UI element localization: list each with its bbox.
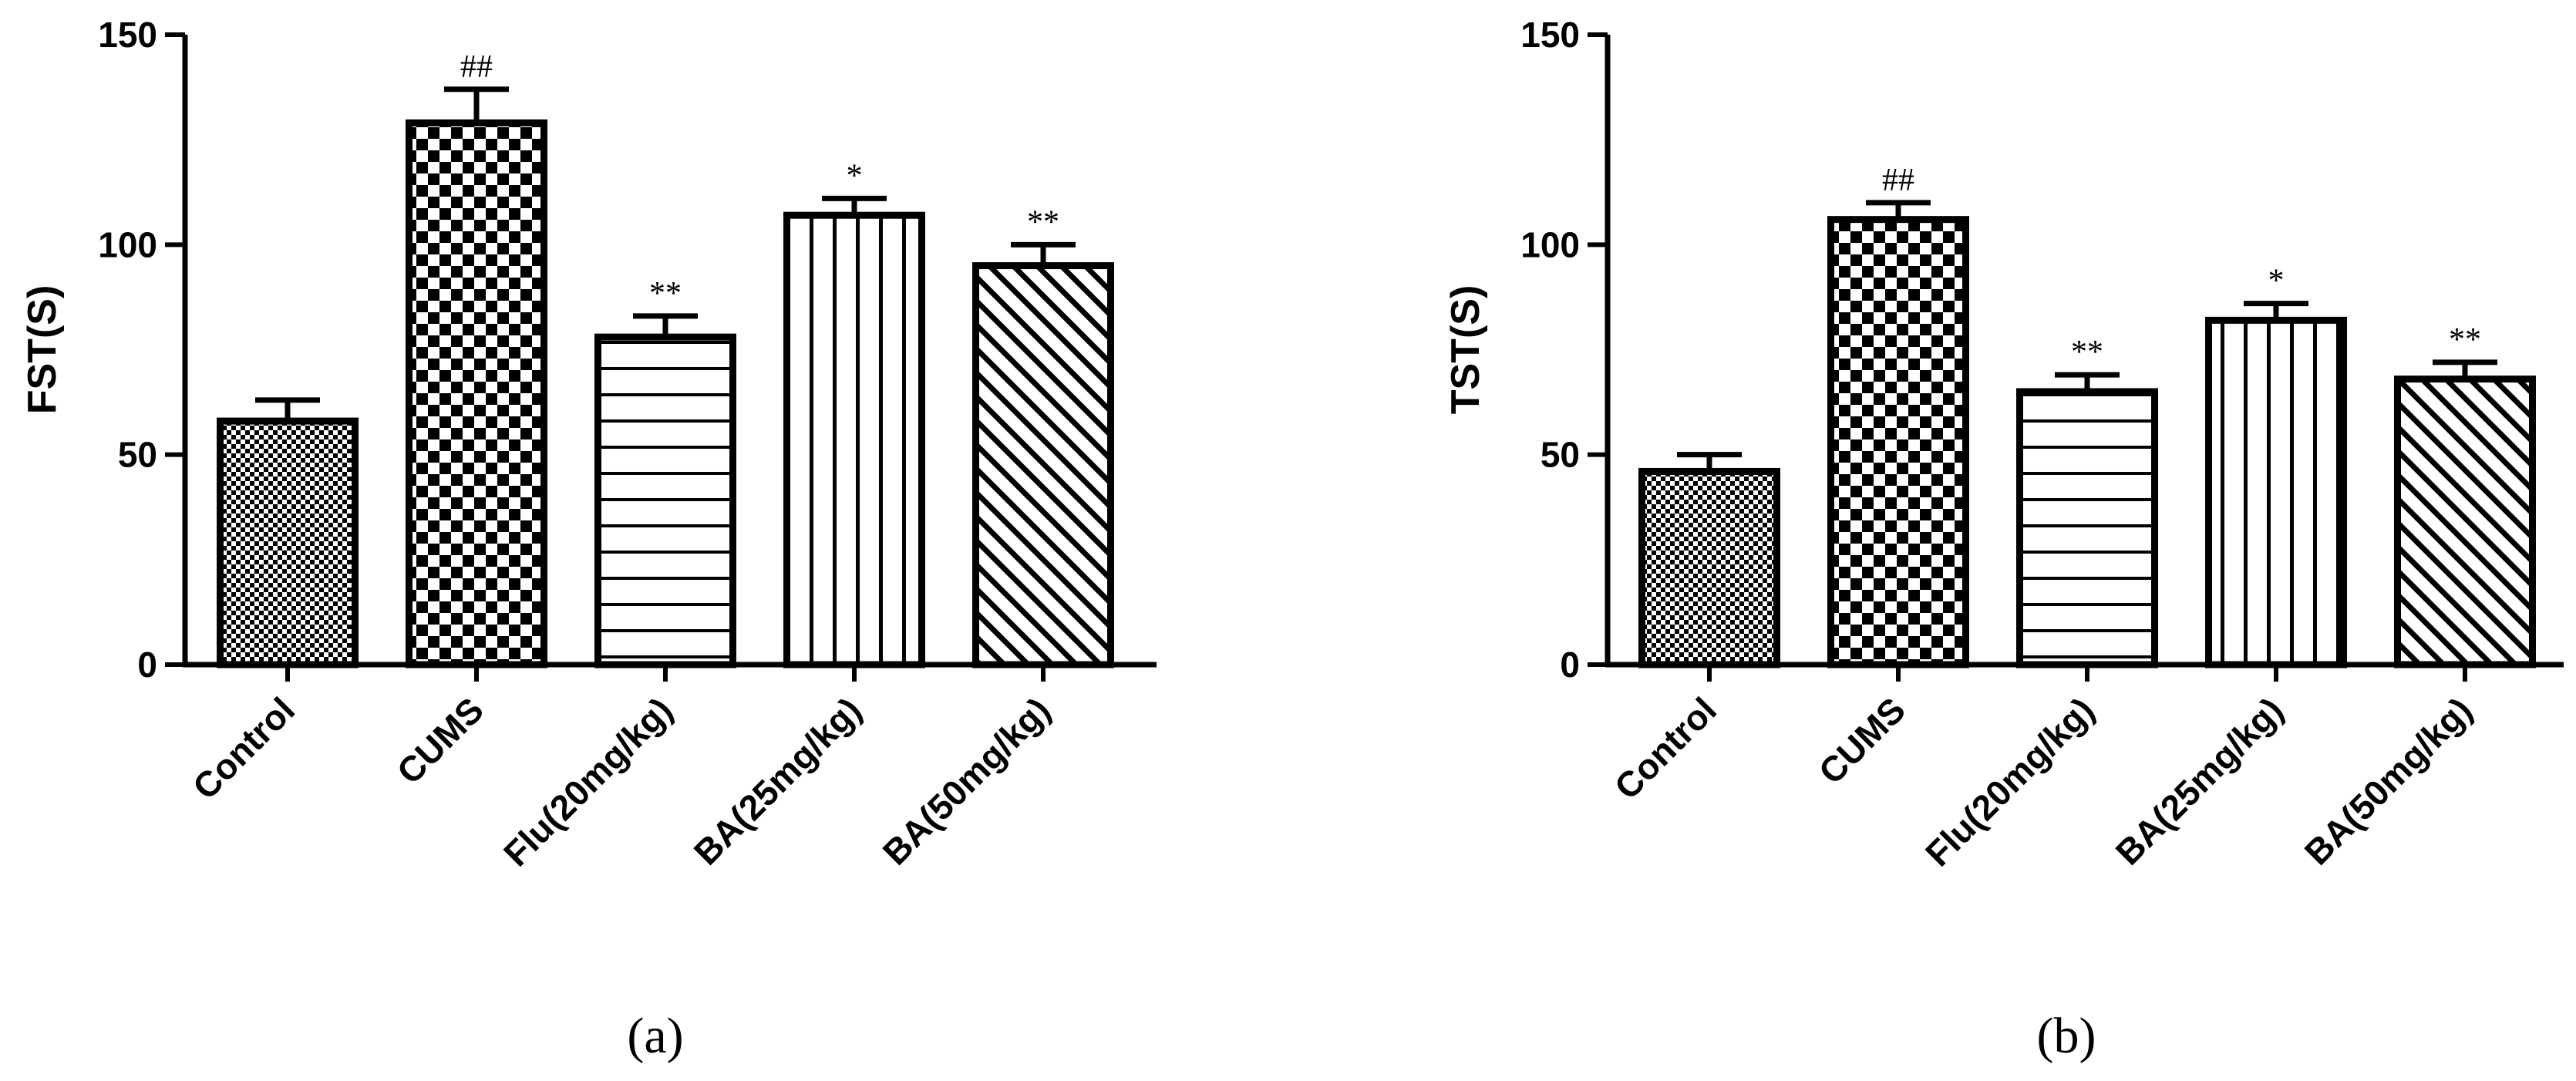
bar-flu-20mg-kg- [2016, 388, 2158, 668]
x-tick-label: CUMS [1811, 689, 1914, 792]
x-tick-label: BA(50mg/kg) [875, 689, 1058, 872]
x-tick-label: Flu(20mg/kg) [496, 689, 680, 874]
bar-ba-50mg-kg- [2394, 375, 2536, 668]
bar-ba-25mg-kg- [783, 211, 925, 668]
bar-control [217, 417, 359, 668]
significance-label: ## [1882, 163, 1914, 198]
significance-label: * [847, 158, 863, 194]
x-tick-label: BA(25mg/kg) [686, 689, 869, 872]
y-axis-label: TST(S) [1443, 285, 1488, 415]
x-tick-label: Control [185, 689, 302, 807]
significance-label: ** [2449, 322, 2481, 358]
x-tick-label: Flu(20mg/kg) [1918, 689, 2102, 874]
bar-ba-25mg-kg- [2205, 316, 2347, 668]
y-tick-label: 50 [118, 435, 157, 475]
y-tick-label: 100 [1520, 224, 1580, 264]
x-tick-label: CUMS [389, 689, 492, 792]
bar-control [1638, 467, 1780, 668]
significance-label: * [2268, 264, 2285, 299]
significance-label: ## [460, 49, 493, 85]
x-tick-label: Control [1607, 689, 1724, 807]
bar-ba-50mg-kg- [972, 262, 1114, 668]
bar-flu-20mg-kg- [594, 333, 736, 668]
y-axis-label: FST(S) [20, 285, 65, 415]
panel-label: (a) [627, 1008, 683, 1064]
y-tick-label: 150 [1520, 15, 1580, 55]
panel-label: (b) [2037, 1008, 2096, 1064]
significance-label: ** [2071, 335, 2103, 370]
y-tick-label: 150 [98, 15, 157, 55]
x-tick-label: BA(25mg/kg) [2108, 689, 2291, 872]
significance-label: ** [649, 276, 682, 312]
bar-cums [1827, 216, 1969, 668]
y-tick-label: 0 [137, 645, 157, 685]
significance-label: ** [1027, 204, 1059, 240]
y-tick-label: 100 [98, 224, 157, 264]
y-tick-label: 50 [1541, 435, 1580, 475]
x-tick-label: BA(50mg/kg) [2297, 689, 2480, 872]
bar-cums [406, 119, 547, 668]
y-tick-label: 0 [1560, 645, 1580, 685]
